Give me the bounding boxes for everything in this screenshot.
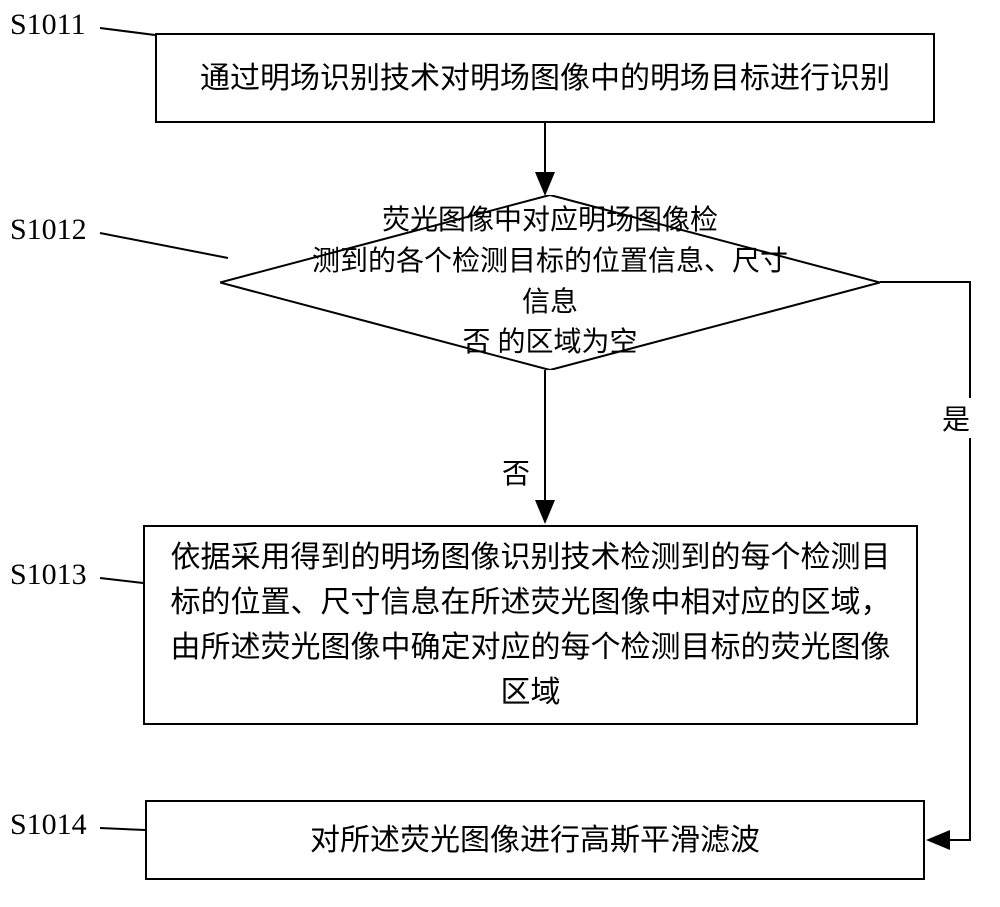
edge-label-yes: 是: [938, 398, 974, 438]
decision-diamond: 荧光图像中对应明场图像检 测到的各个检测目标的位置信息、尺寸信息 否 的区域为空: [220, 195, 880, 370]
box4-text: 对所述荧光图像进行高斯平滑滤波: [310, 818, 760, 863]
diamond-text: 荧光图像中对应明场图像检 测到的各个检测目标的位置信息、尺寸信息 否 的区域为空: [220, 201, 880, 363]
box3-text: 依据采用得到的明场图像识别技术检测到的每个检测目标的位置、尺寸信息在所述荧光图像…: [165, 535, 896, 715]
diamond-line3: 否 的区域为空: [462, 327, 637, 358]
flowchart-container: S1011 S1012 S1013 S1014 通过明场识别技术对明场图像中的明…: [0, 0, 1000, 907]
arrow-yes-path: [0, 0, 1000, 907]
step-box-s1013: 依据采用得到的明场图像识别技术检测到的每个检测目标的位置、尺寸信息在所述荧光图像…: [143, 525, 918, 725]
diamond-line2: 测到的各个检测目标的位置信息、尺寸信息: [312, 246, 788, 318]
step-box-s1014: 对所述荧光图像进行高斯平滑滤波: [145, 800, 925, 880]
diamond-line1: 荧光图像中对应明场图像检: [382, 205, 718, 236]
